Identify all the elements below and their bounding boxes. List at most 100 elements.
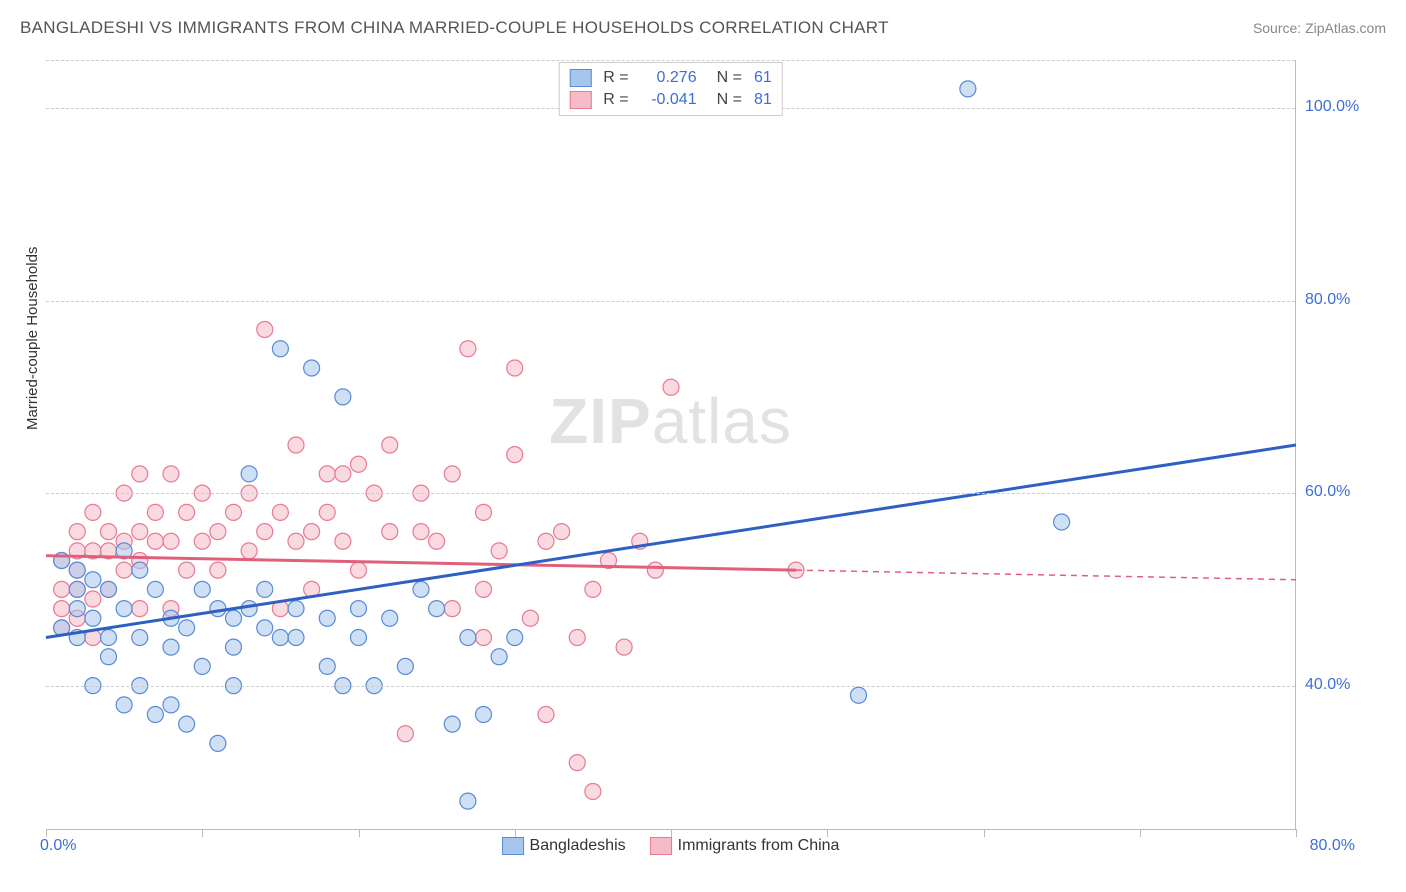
data-point: [163, 697, 179, 713]
data-point: [319, 658, 335, 674]
data-point: [101, 630, 117, 646]
x-axis-tick-mark: [359, 829, 360, 837]
data-point: [101, 581, 117, 597]
x-axis-tick-mark: [1296, 829, 1297, 837]
data-point: [319, 610, 335, 626]
data-point: [1054, 514, 1070, 530]
r-value-b: -0.041: [637, 91, 697, 109]
data-point: [319, 466, 335, 482]
r-value-a: 0.276: [637, 69, 697, 87]
data-point: [382, 524, 398, 540]
swatch-pink-icon: [650, 837, 672, 855]
source-attribution: Source: ZipAtlas.com: [1253, 20, 1386, 36]
data-point: [85, 504, 101, 520]
data-point: [397, 726, 413, 742]
data-point: [116, 601, 132, 617]
swatch-blue-icon: [569, 69, 591, 87]
data-point: [351, 601, 367, 617]
scatter-svg: [46, 60, 1295, 829]
data-point: [194, 581, 210, 597]
data-point: [241, 601, 257, 617]
data-point: [507, 630, 523, 646]
data-point: [476, 581, 492, 597]
data-point: [569, 755, 585, 771]
data-point: [147, 581, 163, 597]
data-point: [116, 562, 132, 578]
y-axis-tick: 60.0%: [1305, 483, 1375, 501]
data-point: [413, 581, 429, 597]
data-point: [585, 784, 601, 800]
data-point: [69, 581, 85, 597]
chart-title: BANGLADESHI VS IMMIGRANTS FROM CHINA MAR…: [20, 18, 889, 38]
x-axis-tick-mark: [515, 829, 516, 837]
gridline-h: [46, 60, 1295, 61]
data-point: [272, 630, 288, 646]
gridline-h: [46, 301, 1295, 302]
data-point: [85, 572, 101, 588]
x-axis-tick-mark: [46, 829, 47, 837]
data-point: [54, 601, 70, 617]
data-point: [179, 620, 195, 636]
data-point: [147, 533, 163, 549]
data-point: [69, 524, 85, 540]
data-point: [335, 466, 351, 482]
data-point: [210, 601, 226, 617]
data-point: [257, 620, 273, 636]
r-label: R =: [603, 69, 628, 87]
data-point: [476, 707, 492, 723]
legend-label-a: Bangladeshis: [530, 837, 626, 855]
data-point: [132, 466, 148, 482]
trend-line: [46, 556, 796, 570]
data-point: [413, 524, 429, 540]
series-legend: Bangladeshis Immigrants from China: [502, 837, 840, 855]
correlation-legend: R = 0.276 N = 61 R = -0.041 N = 81: [558, 62, 782, 116]
x-axis-tick-left: 0.0%: [40, 837, 76, 855]
data-point: [507, 447, 523, 463]
data-point: [476, 504, 492, 520]
plot-area: ZIPatlas R = 0.276 N = 61 R = -0.041 N =…: [46, 60, 1296, 830]
data-point: [288, 437, 304, 453]
swatch-blue-icon: [502, 837, 524, 855]
data-point: [616, 639, 632, 655]
legend-item-a: Bangladeshis: [502, 837, 626, 855]
data-point: [179, 504, 195, 520]
data-point: [522, 610, 538, 626]
data-point: [460, 793, 476, 809]
data-point: [491, 649, 507, 665]
x-axis-tick-mark: [827, 829, 828, 837]
data-point: [288, 601, 304, 617]
data-point: [382, 610, 398, 626]
data-point: [257, 581, 273, 597]
data-point: [210, 735, 226, 751]
data-point: [304, 524, 320, 540]
data-point: [163, 639, 179, 655]
data-point: [647, 562, 663, 578]
data-point: [147, 707, 163, 723]
data-point: [460, 341, 476, 357]
data-point: [538, 533, 554, 549]
data-point: [85, 610, 101, 626]
y-axis-label: Married-couple Households: [24, 247, 41, 430]
data-point: [335, 533, 351, 549]
x-axis-tick-mark: [202, 829, 203, 837]
data-point: [101, 524, 117, 540]
data-point: [163, 466, 179, 482]
chart-header: BANGLADESHI VS IMMIGRANTS FROM CHINA MAR…: [20, 18, 1386, 38]
data-point: [272, 341, 288, 357]
data-point: [241, 543, 257, 559]
data-point: [491, 543, 507, 559]
data-point: [288, 533, 304, 549]
data-point: [288, 630, 304, 646]
data-point: [429, 601, 445, 617]
data-point: [663, 379, 679, 395]
data-point: [147, 504, 163, 520]
x-axis-tick-mark: [984, 829, 985, 837]
data-point: [85, 591, 101, 607]
data-point: [351, 562, 367, 578]
r-label: R =: [603, 91, 628, 109]
data-point: [210, 562, 226, 578]
n-value-b: 81: [754, 91, 772, 109]
data-point: [272, 504, 288, 520]
swatch-pink-icon: [569, 91, 591, 109]
data-point: [132, 601, 148, 617]
